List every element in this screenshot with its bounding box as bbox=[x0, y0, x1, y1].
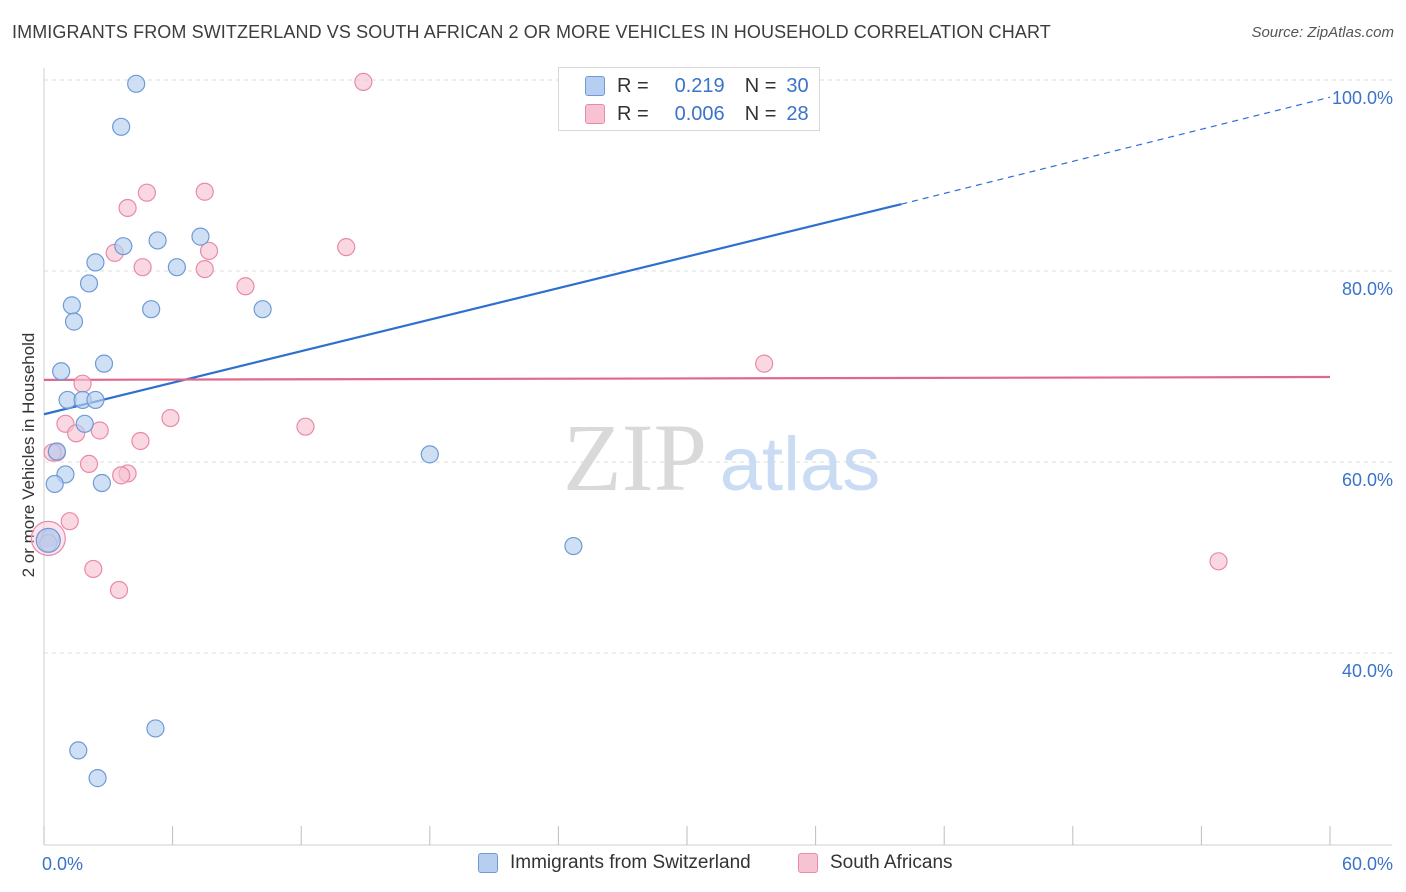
point-switzerland[interactable] bbox=[127, 74, 146, 93]
x-tick-label: 0.0% bbox=[42, 854, 83, 874]
point-south-africans[interactable] bbox=[90, 421, 109, 440]
legend-r-value: 0.006 bbox=[674, 102, 725, 125]
point-switzerland[interactable] bbox=[86, 390, 105, 410]
series-swatch-pink bbox=[798, 853, 818, 873]
legend-r-value: 0.219 bbox=[674, 74, 725, 97]
x-tick-label: 60.0% bbox=[1342, 854, 1393, 874]
y-tick-label: 80.0% bbox=[1342, 279, 1393, 299]
series-legend-label: South Africans bbox=[830, 852, 953, 873]
series-legend-south-africans[interactable]: South Africans bbox=[798, 852, 953, 874]
x-tick-labels: 0.0% 60.0% bbox=[42, 854, 1393, 874]
point-south-africans[interactable] bbox=[60, 512, 79, 531]
legend-n-value: 28 bbox=[786, 102, 809, 125]
point-switzerland[interactable] bbox=[75, 414, 94, 433]
series-legend: Immigrants from Switzerland South Africa… bbox=[0, 852, 1406, 878]
point-switzerland[interactable] bbox=[420, 445, 439, 464]
point-switzerland[interactable] bbox=[564, 536, 583, 556]
y-tick-label: 40.0% bbox=[1342, 661, 1393, 681]
legend-swatch-blue bbox=[585, 76, 605, 96]
legend-row-switzerland: R = 0.219 N = 30 bbox=[585, 73, 809, 99]
point-south-africans[interactable] bbox=[195, 259, 214, 279]
y-axis-label: 2 or more Vehicles in Household bbox=[19, 333, 38, 578]
point-switzerland[interactable] bbox=[52, 362, 71, 381]
point-south-africans[interactable] bbox=[131, 431, 150, 451]
point-cluster-switzerland[interactable] bbox=[35, 527, 61, 553]
point-south-africans[interactable] bbox=[84, 559, 103, 579]
grid-lines bbox=[44, 79, 1392, 654]
legend-n-label: N = bbox=[744, 102, 777, 125]
point-switzerland[interactable] bbox=[86, 253, 105, 272]
point-south-africans[interactable] bbox=[79, 454, 99, 474]
y-tick-labels: 40.0% 60.0% 80.0% 100.0% bbox=[1332, 88, 1393, 681]
point-switzerland[interactable] bbox=[146, 719, 165, 738]
point-switzerland[interactable] bbox=[167, 258, 186, 277]
point-south-africans[interactable] bbox=[1209, 552, 1228, 571]
watermark: ZIP atlas bbox=[563, 404, 880, 511]
point-south-africans[interactable] bbox=[137, 183, 156, 202]
point-south-africans[interactable] bbox=[133, 258, 152, 277]
point-switzerland[interactable] bbox=[64, 312, 84, 331]
point-south-africans[interactable] bbox=[337, 238, 356, 257]
trend-lines bbox=[43, 96, 1331, 416]
axes bbox=[43, 68, 1392, 846]
series-swatch-blue bbox=[478, 853, 498, 873]
point-switzerland[interactable] bbox=[94, 354, 114, 373]
point-switzerland[interactable] bbox=[114, 237, 133, 256]
y-tick-label: 100.0% bbox=[1332, 88, 1393, 108]
point-switzerland[interactable] bbox=[191, 227, 210, 246]
series-legend-label: Immigrants from Switzerland bbox=[510, 852, 751, 873]
series-legend-switzerland[interactable]: Immigrants from Switzerland bbox=[478, 852, 751, 874]
watermark-zip: ZIP bbox=[563, 404, 707, 511]
point-switzerland[interactable] bbox=[92, 473, 111, 493]
watermark-atlas: atlas bbox=[720, 422, 881, 507]
point-south-africans[interactable] bbox=[161, 408, 180, 428]
legend-n-label: N = bbox=[744, 74, 777, 97]
point-switzerland[interactable] bbox=[253, 300, 272, 319]
legend-swatch-pink bbox=[585, 104, 605, 124]
point-switzerland[interactable] bbox=[88, 769, 107, 788]
point-switzerland[interactable] bbox=[69, 741, 88, 760]
point-south-africans[interactable] bbox=[354, 72, 373, 92]
point-south-africans[interactable] bbox=[236, 277, 255, 296]
point-south-africans[interactable] bbox=[118, 198, 137, 218]
point-switzerland[interactable] bbox=[112, 117, 131, 136]
point-south-africans[interactable] bbox=[755, 354, 774, 373]
point-switzerland[interactable] bbox=[79, 274, 99, 293]
point-south-africans[interactable] bbox=[109, 580, 129, 600]
legend-r-label: R = bbox=[617, 102, 649, 125]
y-tick-label: 60.0% bbox=[1342, 470, 1393, 490]
trend-line-switzerland bbox=[43, 203, 902, 416]
point-south-africans[interactable] bbox=[199, 241, 219, 261]
point-switzerland[interactable] bbox=[148, 231, 167, 250]
point-south-africans[interactable] bbox=[296, 417, 315, 436]
point-switzerland[interactable] bbox=[47, 442, 66, 461]
chart-title: IMMIGRANTS FROM SWITZERLAND VS SOUTH AFR… bbox=[12, 22, 1051, 42]
legend-row-south-africans: R = 0.006 N = 28 bbox=[585, 101, 809, 127]
trend-line-switzerland-projection bbox=[901, 96, 1331, 205]
point-south-africans[interactable] bbox=[195, 182, 214, 201]
point-switzerland[interactable] bbox=[45, 474, 64, 494]
point-switzerland[interactable] bbox=[142, 300, 161, 319]
point-switzerland[interactable] bbox=[62, 296, 81, 315]
legend-r-label: R = bbox=[617, 74, 649, 97]
source-label: Source: ZipAtlas.com bbox=[1251, 24, 1394, 41]
trend-line-south-africans bbox=[43, 375, 1331, 381]
legend-n-value: 30 bbox=[786, 74, 809, 97]
point-south-africans[interactable] bbox=[112, 466, 131, 485]
correlation-legend: R = 0.219 N = 30 R = 0.006 N = 28 bbox=[558, 67, 820, 131]
point-south-africans[interactable] bbox=[73, 374, 92, 393]
